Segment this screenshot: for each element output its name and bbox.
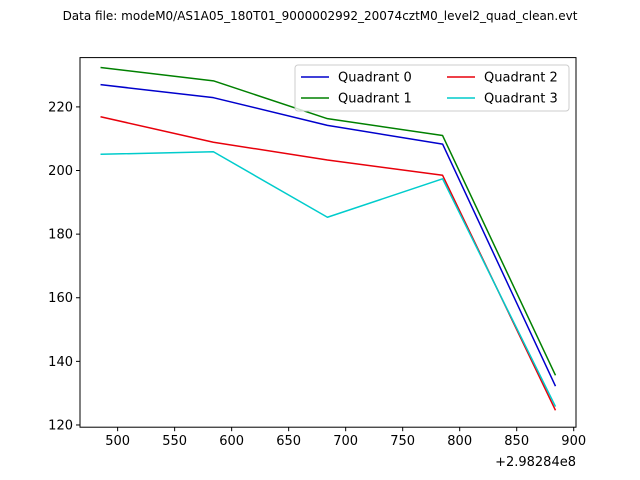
series-line-quadrant-3	[100, 151, 557, 407]
series-line-quadrant-1	[100, 66, 557, 376]
x-tick-label: 900	[561, 434, 586, 449]
y-tick-label: 200	[48, 164, 73, 179]
x-tick-label: 650	[276, 434, 301, 449]
y-tick-label: 220	[48, 100, 73, 115]
x-offset-label: +2.98284e8	[495, 455, 576, 470]
x-tick-label: 700	[333, 434, 358, 449]
legend-label-quadrant-1: Quadrant 1	[338, 92, 412, 107]
plot-area	[100, 66, 557, 411]
legend-label-quadrant-3: Quadrant 3	[484, 92, 558, 107]
chart-title: Data file: modeM0/AS1A05_180T01_90000029…	[63, 9, 578, 23]
y-tick-label: 120	[48, 418, 73, 433]
x-tick-label: 550	[162, 434, 187, 449]
legend-label-quadrant-2: Quadrant 2	[484, 71, 558, 86]
plot-frame	[79, 57, 577, 428]
y-axis: 120 140 160 180 200 220	[48, 100, 80, 433]
y-tick-label: 180	[48, 228, 73, 243]
x-axis: 500 550 600 650 700 750 800 850 900	[105, 427, 586, 449]
legend-box	[294, 64, 570, 112]
y-tick-label: 140	[48, 355, 73, 370]
x-tick-label: 750	[390, 434, 415, 449]
x-tick-label: 800	[447, 434, 472, 449]
series-line-quadrant-0	[100, 83, 557, 387]
x-tick-label: 850	[504, 434, 529, 449]
legend: Quadrant 0 Quadrant 1 Quadrant 2 Quadrant 3	[294, 64, 570, 112]
x-tick-label: 500	[105, 434, 130, 449]
x-tick-label: 600	[219, 434, 244, 449]
legend-label-quadrant-0: Quadrant 0	[338, 71, 412, 86]
series-line-quadrant-2	[100, 116, 557, 411]
y-tick-label: 160	[48, 291, 73, 306]
